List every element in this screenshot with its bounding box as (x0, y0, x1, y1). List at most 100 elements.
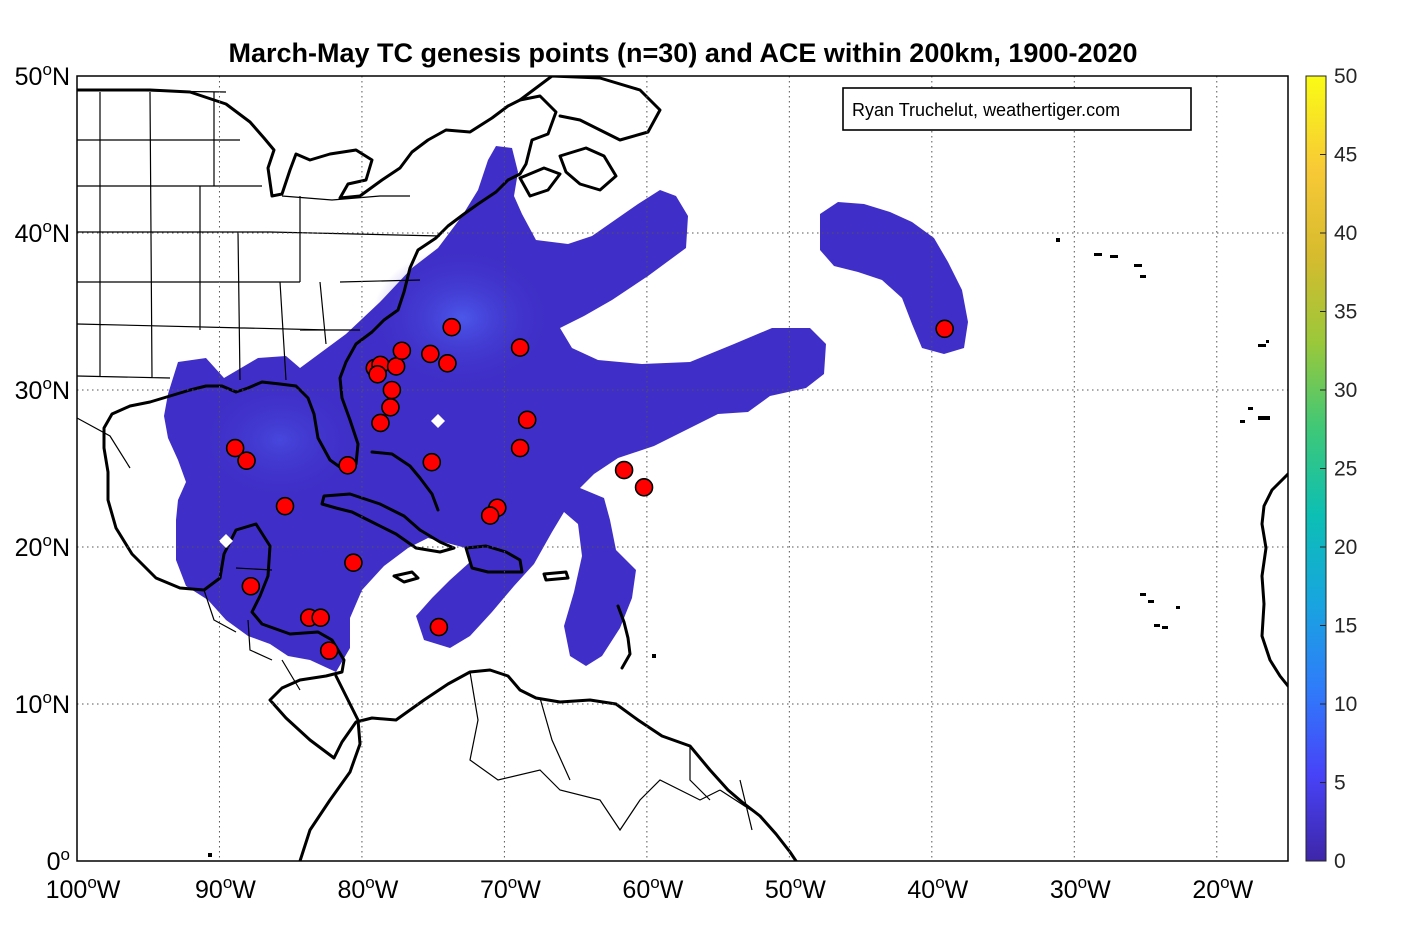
genesis-point (614, 460, 634, 480)
coast-north-america-east (77, 88, 798, 861)
island (1176, 606, 1180, 609)
coast-newfoundland (558, 146, 618, 192)
us-mexico-border (77, 417, 131, 469)
y-tick-label: 40oN (15, 217, 70, 248)
colorbar-tick-label: 40 (1334, 222, 1357, 245)
coast-gulf-florida-keys (370, 450, 440, 512)
colorbar-tick-label: 10 (1334, 693, 1357, 716)
genesis-points (225, 317, 954, 660)
y-tick-label: 20oN (15, 531, 70, 562)
x-tick-label: 20oW (1192, 873, 1253, 904)
us-canada-border (77, 89, 410, 201)
genesis-point (275, 496, 295, 516)
coast-cuba (320, 492, 456, 554)
island (1258, 344, 1266, 347)
colorbar-tick-label: 5 (1334, 772, 1346, 795)
x-tick-label: 50oW (765, 873, 826, 904)
map-frame (76, 75, 1289, 862)
colorbar-ticks: 0 5 10 15 20 25 30 35 40 45 50 (1320, 65, 1357, 873)
colorbar-tick-label: 20 (1334, 536, 1357, 559)
genesis-point (480, 506, 500, 525)
island (652, 654, 656, 658)
genesis-point (241, 576, 261, 596)
island (1140, 593, 1146, 596)
genesis-point (311, 608, 330, 627)
genesis-point (438, 354, 457, 373)
gridlines (77, 76, 1288, 861)
colorbar-tick-label: 45 (1334, 144, 1357, 167)
ace-gap (431, 414, 445, 428)
islands (208, 238, 1270, 857)
genesis-point (510, 438, 530, 458)
genesis-point (225, 438, 245, 458)
y-tick-label: 30oN (15, 374, 70, 405)
genesis-point (422, 452, 442, 472)
island (1140, 275, 1146, 278)
island (1056, 238, 1060, 242)
genesis-point (319, 641, 339, 660)
coastlines (77, 76, 1288, 861)
island (1094, 253, 1102, 256)
genesis-point (368, 364, 387, 384)
colorbar-tick-label: 30 (1334, 379, 1357, 402)
y-tick-label: 50oN (15, 60, 70, 91)
island (1258, 416, 1270, 420)
genesis-point (344, 553, 363, 573)
ace-gap (219, 534, 233, 548)
island (1266, 340, 1269, 343)
coast-jamaica (392, 570, 420, 584)
coast-labrador (518, 76, 662, 142)
genesis-point (935, 319, 954, 339)
island (1134, 264, 1142, 267)
island (1154, 624, 1160, 627)
genesis-point (442, 317, 461, 337)
genesis-point (429, 617, 449, 637)
genesis-point (392, 341, 412, 361)
genesis-point (421, 344, 440, 364)
credit-box: Ryan Truchelut, weathertiger.com (842, 87, 1192, 131)
coast-africa (1260, 472, 1288, 688)
coast-puerto-rico (542, 570, 570, 582)
x-tick-label: 60oW (622, 873, 683, 904)
x-tick-label: 100oW (46, 873, 121, 904)
genesis-point (634, 478, 654, 497)
credit-frame (842, 87, 1192, 131)
colorbar-tick-label: 50 (1334, 65, 1357, 88)
colorbar-tick-label: 0 (1334, 850, 1346, 873)
island (1110, 255, 1118, 258)
x-tick-label: 40oW (907, 873, 968, 904)
y-tick-label: 10oN (15, 688, 70, 719)
colorbar: 0 5 10 15 20 25 30 35 40 45 50 (1305, 65, 1357, 873)
genesis-point (517, 410, 537, 430)
genesis-point (371, 413, 390, 433)
genesis-point (237, 451, 256, 470)
colorbar-tick-label: 35 (1334, 301, 1357, 324)
genesis-point (381, 397, 400, 417)
x-tick-label: 30oW (1050, 873, 1111, 904)
ace-shading (164, 146, 968, 672)
state-borders (77, 91, 441, 381)
genesis-point (382, 380, 402, 400)
genesis-point (338, 456, 357, 475)
ace-core (372, 248, 552, 388)
island (1248, 407, 1253, 410)
chart-title: March-May TC genesis points (n=30) and A… (228, 38, 1137, 68)
x-tick-label: 80oW (337, 873, 398, 904)
credit-text: Ryan Truchelut, weathertiger.com (852, 100, 1120, 120)
map-area (77, 76, 1288, 861)
colorbar-tick-label: 25 (1334, 458, 1357, 481)
genesis-point (386, 357, 406, 376)
coast-south-america-west (298, 674, 362, 861)
island (1162, 626, 1168, 629)
ace-region-main (164, 146, 826, 672)
island (208, 853, 212, 857)
x-tick-label: 90oW (195, 873, 256, 904)
x-axis-ticks: 100oW 90oW 80oW 70oW 60oW 50oW 40oW 30oW 20oW (46, 873, 1254, 904)
coast-nova-scotia (518, 166, 562, 198)
colorbar-tick-label: 15 (1334, 615, 1357, 638)
x-tick-label: 70oW (480, 873, 541, 904)
y-axis-ticks: 0o 10oN 20oN 30oN 40oN 50oN (15, 60, 70, 876)
ace-region-northeast (820, 202, 968, 354)
ace-core-gulf (200, 380, 360, 500)
